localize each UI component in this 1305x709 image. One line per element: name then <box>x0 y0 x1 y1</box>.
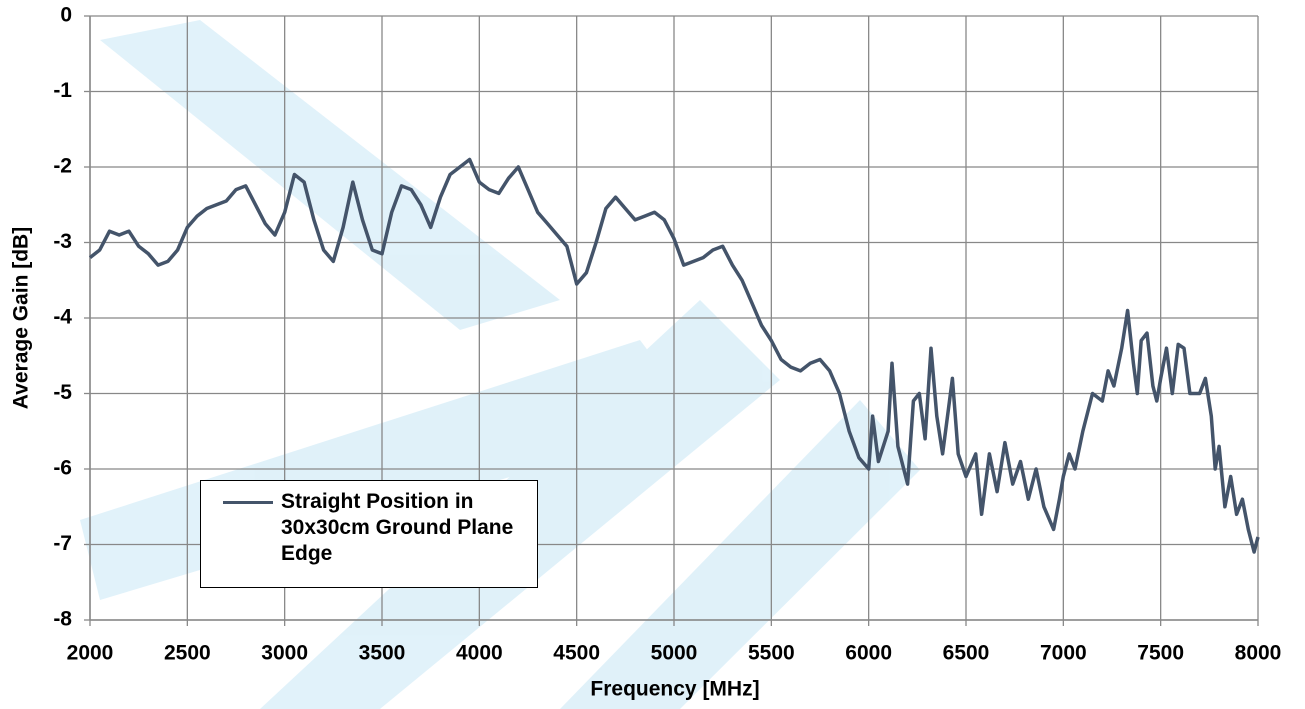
x-tick-label: 5000 <box>651 642 698 665</box>
plot <box>88 157 1260 554</box>
x-tick-label: 7500 <box>1137 642 1184 665</box>
x-tick-label: 7000 <box>1040 642 1087 665</box>
series-line <box>88 157 1260 554</box>
x-tick-label: 6000 <box>845 642 892 665</box>
x-tick-label: 5500 <box>748 642 795 665</box>
y-tick-label: -8 <box>53 608 72 631</box>
grid: -8 -7 -6 -5 -4 -3 -2 -1 0 2000 2500 3000 3500 4000 450… <box>53 4 1281 665</box>
x-axis-title: Frequency [MHz] <box>590 678 759 701</box>
x-tick-label: 2500 <box>164 642 211 665</box>
x-tick-label: 4000 <box>456 642 503 665</box>
y-tick-label: -5 <box>53 381 72 404</box>
y-tick-label: 0 <box>60 4 72 27</box>
y-tick-label: -1 <box>53 79 72 102</box>
x-tick-label: 3000 <box>261 642 308 665</box>
watermark-shape <box>560 400 920 709</box>
y-tick-label: -2 <box>53 155 72 178</box>
x-tick-label: 8000 <box>1235 642 1282 665</box>
watermark-shape <box>100 20 560 330</box>
legend: Straight Position in 30x30cm Ground Plan… <box>200 480 538 588</box>
y-tick-label: -4 <box>53 306 72 329</box>
y-axis-title: Average Gain [dB] <box>10 227 33 409</box>
x-tick-label: 4500 <box>553 642 600 665</box>
watermark <box>80 20 920 709</box>
x-tick-label: 2000 <box>67 642 114 665</box>
x-tick-label: 3500 <box>359 642 406 665</box>
y-tick-label: -6 <box>53 457 72 480</box>
y-tick-label: -3 <box>53 230 72 253</box>
legend-swatch <box>223 501 273 504</box>
legend-label: Straight Position in 30x30cm Ground Plan… <box>281 490 514 565</box>
x-tick-label: 6500 <box>943 642 990 665</box>
y-tick-label: -7 <box>53 532 72 555</box>
